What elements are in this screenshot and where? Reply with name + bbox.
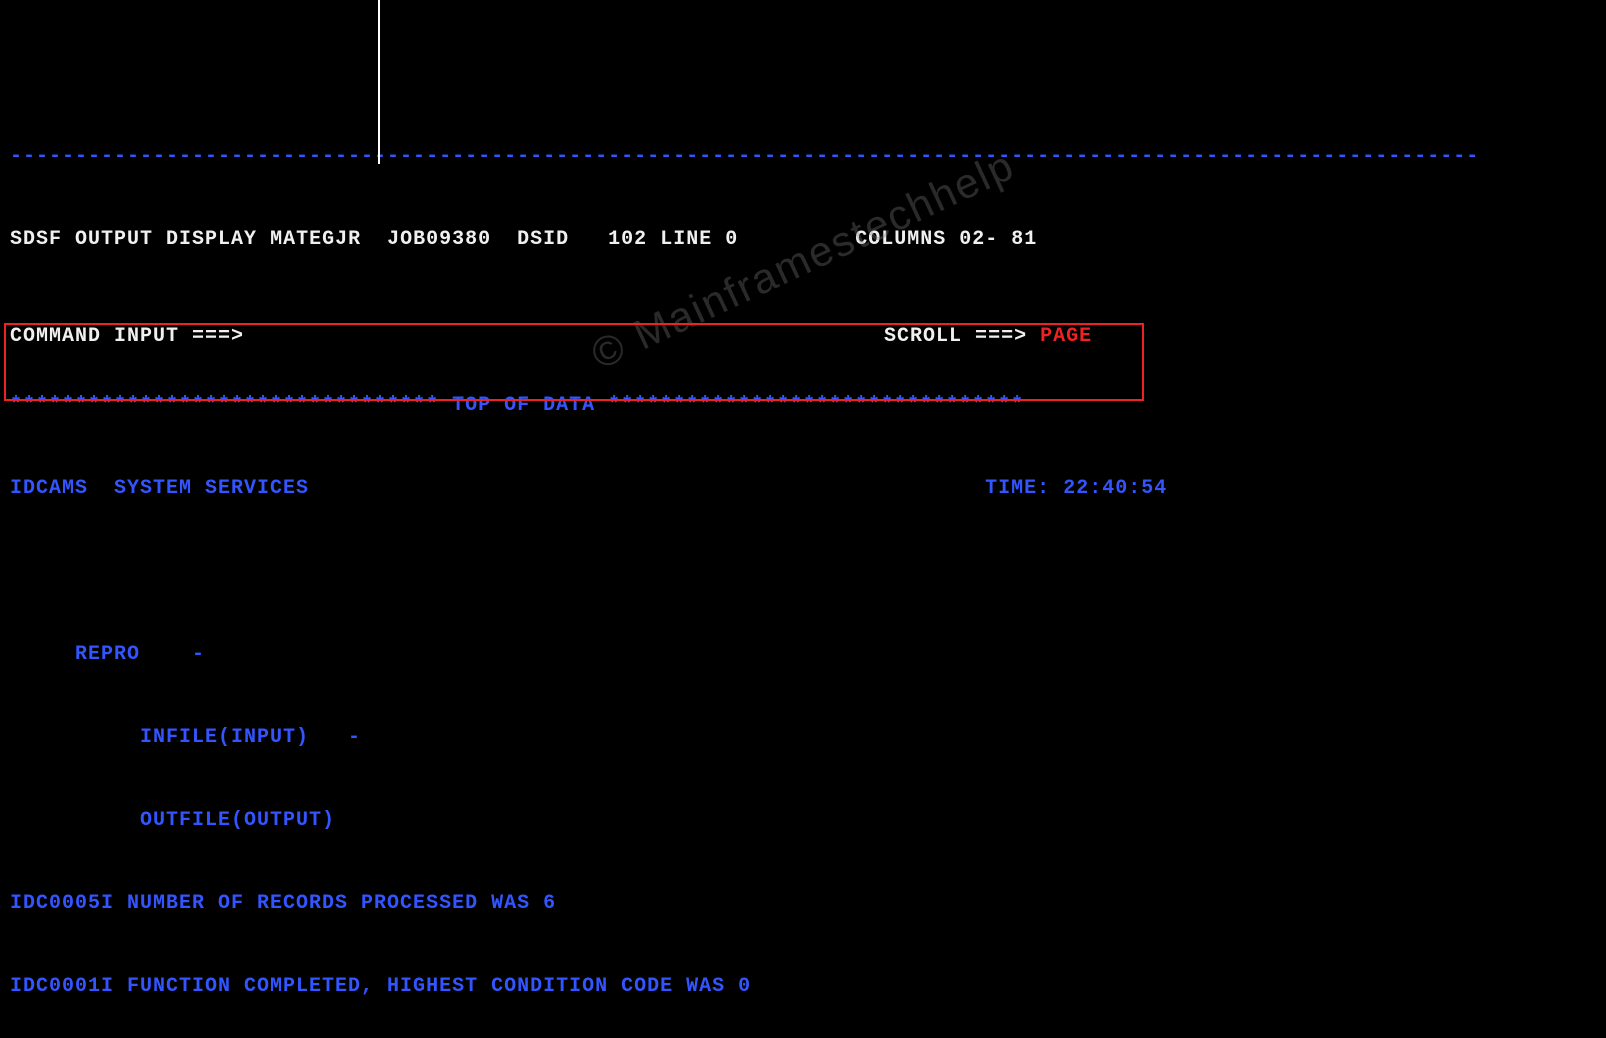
sysin-line-2: INFILE(INPUT) - (0, 719, 1606, 756)
scroll-prompt: SCROLL ===> (884, 325, 1027, 348)
time-value: 22:40:54 (1063, 477, 1167, 500)
dsid-label: DSID (517, 228, 569, 251)
line-label: LINE (660, 228, 712, 251)
header-line: SDSF OUTPUT DISPLAY MATEGJR JOB09380 DSI… (0, 221, 1606, 258)
dsid-value: 102 (608, 228, 647, 251)
idc0001i-msg: IDC0001I FUNCTION COMPLETED, HIGHEST CON… (10, 975, 751, 998)
idcams-header-line: IDCAMS SYSTEM SERVICES TIME: 22:40:54 (0, 470, 1606, 507)
repro-command: REPRO - (10, 643, 205, 666)
infile-param: INFILE(INPUT) - (10, 726, 361, 749)
text-cursor (378, 0, 380, 164)
job-id: JOB09380 (387, 228, 491, 251)
command-prompt: COMMAND INPUT ===> (10, 325, 244, 348)
job-name: MATEGJR (270, 228, 361, 251)
stars-right: ******************************** (608, 394, 1024, 417)
idc0005i-msg: IDC0005I NUMBER OF RECORDS PROCESSED WAS… (10, 892, 556, 915)
sysin-line-3: OUTFILE(OUTPUT) (0, 802, 1606, 839)
sdsf-title: SDSF OUTPUT DISPLAY (10, 228, 257, 251)
columns-label: COLUMNS (855, 228, 946, 251)
command-line: COMMAND INPUT ===>SCROLL ===> PAGE (0, 304, 1606, 341)
columns-value: 02- 81 (959, 228, 1037, 251)
msg-line-1: IDC0005I NUMBER OF RECORDS PROCESSED WAS… (0, 885, 1606, 922)
separator-line: ----------------------------------------… (0, 138, 1606, 175)
blank-line-1 (0, 553, 1606, 590)
sysin-line-1: REPRO - (0, 636, 1606, 673)
time-label: TIME: (985, 477, 1050, 500)
command-input[interactable] (244, 304, 884, 341)
idcams-title: IDCAMS SYSTEM SERVICES (10, 477, 309, 500)
outfile-param: OUTFILE(OUTPUT) (10, 809, 335, 832)
top-data-label: TOP OF DATA (439, 394, 608, 417)
stars-left: ********************************* (10, 394, 439, 417)
line-value: 0 (725, 228, 738, 251)
msg-line-2: IDC0001I FUNCTION COMPLETED, HIGHEST CON… (0, 968, 1606, 1005)
scroll-input[interactable]: PAGE (1040, 318, 1092, 355)
dash-text: ----------------------------------------… (10, 145, 1479, 168)
top-of-data-line: ********************************* TOP OF… (0, 387, 1606, 424)
